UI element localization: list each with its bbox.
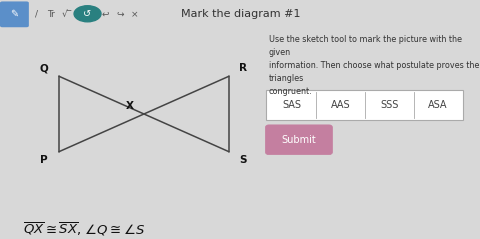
FancyBboxPatch shape <box>0 1 29 27</box>
Text: ↩: ↩ <box>102 10 109 19</box>
Text: Submit: Submit <box>281 135 316 145</box>
Text: Tr: Tr <box>47 10 54 19</box>
FancyBboxPatch shape <box>265 125 332 155</box>
Text: AAS: AAS <box>330 100 350 110</box>
Text: /: / <box>35 10 37 19</box>
Text: 🖱: 🖱 <box>84 10 89 19</box>
Text: ×: × <box>131 10 138 19</box>
Text: $\overline{QX}$$\cong$$\overline{SX}$, $\angle Q$$\cong$$\angle S$: $\overline{QX}$$\cong$$\overline{SX}$, $… <box>23 221 145 238</box>
Text: P: P <box>40 155 48 165</box>
Text: Q: Q <box>39 63 48 73</box>
Text: ASA: ASA <box>427 100 447 110</box>
Bar <box>266 90 463 120</box>
Text: Use the sketch tool to mark the picture with the given
information. Then choose : Use the sketch tool to mark the picture … <box>268 35 478 96</box>
Text: ↺: ↺ <box>84 9 91 19</box>
Text: ↪: ↪ <box>116 10 124 19</box>
Text: √‾: √‾ <box>62 10 72 19</box>
Text: Mark the diagram #1: Mark the diagram #1 <box>180 9 300 19</box>
Text: SAS: SAS <box>282 100 301 110</box>
Text: SSS: SSS <box>379 100 397 110</box>
Text: S: S <box>239 155 246 165</box>
Text: X: X <box>126 101 133 111</box>
Text: ✎: ✎ <box>11 9 18 19</box>
Text: R: R <box>239 63 247 73</box>
Circle shape <box>74 6 101 22</box>
